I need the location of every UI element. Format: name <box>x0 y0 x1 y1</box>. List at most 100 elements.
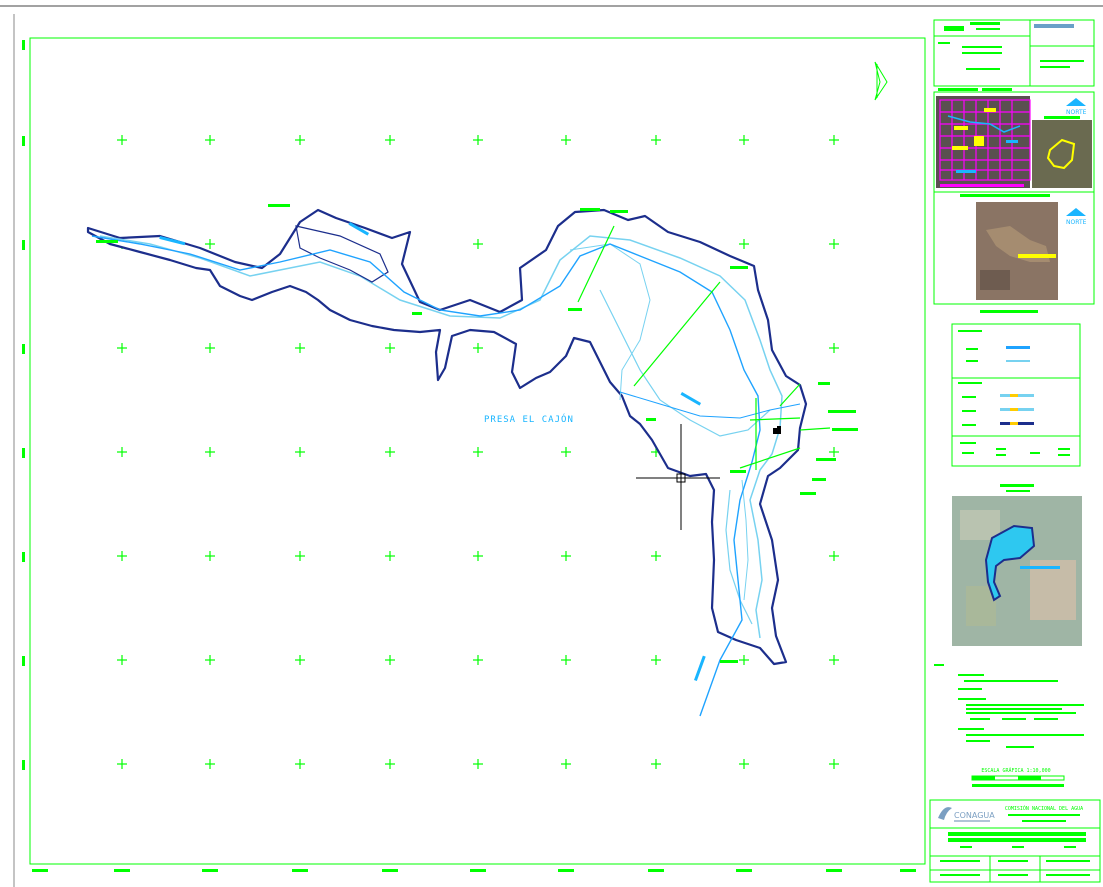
title-block-panel: NORTE NORTE <box>929 19 1101 883</box>
frame-tick <box>736 869 752 872</box>
frame-tick <box>22 136 25 146</box>
grid-cross-icon <box>385 759 395 769</box>
location-photo <box>976 202 1058 300</box>
grid-cross-icon <box>385 135 395 145</box>
grid-cross-icon <box>473 447 483 457</box>
crosshair-cursor[interactable] <box>636 424 720 530</box>
notes-block <box>934 664 1084 748</box>
grid-cross-icon <box>651 135 661 145</box>
grid-cross-icon <box>295 759 305 769</box>
frame-tick <box>202 869 218 872</box>
grid-cross-icon <box>473 239 483 249</box>
grid-cross-icon <box>651 551 661 561</box>
grid-cross-icon <box>829 655 839 665</box>
location-grid-map <box>936 96 1092 188</box>
tributary-channel <box>619 391 801 419</box>
svg-text:NORTE: NORTE <box>1066 219 1087 226</box>
grid-cross-icon <box>117 551 127 561</box>
frame-tick <box>22 344 25 354</box>
grid-cross-icon <box>473 551 483 561</box>
river-name-labels <box>159 221 706 682</box>
frame-tick <box>22 552 25 562</box>
frame-tick <box>22 656 25 666</box>
scale-bar: ESCALA GRÁFICA 1:10,000 <box>971 767 1065 787</box>
grid-cross-icon <box>385 343 395 353</box>
grid-cross-icon <box>739 655 749 665</box>
grid-cross-icon <box>117 759 127 769</box>
frame-tick <box>32 869 48 872</box>
grid-cross-icon <box>205 759 215 769</box>
grid-cross-icon <box>739 135 749 145</box>
org-title: COMISIÓN NACIONAL DEL AGUA <box>1005 805 1083 812</box>
grid-cross-icon <box>561 759 571 769</box>
legend-block <box>951 323 1081 467</box>
reservoir-outline <box>86 208 808 666</box>
frame-tick <box>470 869 486 872</box>
north-arrow-small-icon: NORTE <box>1066 98 1087 116</box>
grid-cross-icon <box>117 447 127 457</box>
frame-tick <box>382 869 398 872</box>
grid-cross-icon <box>117 655 127 665</box>
grid-cross-icon <box>473 135 483 145</box>
bottom-title-block: CONAGUA COMISIÓN NACIONAL DEL AGUA <box>929 799 1101 883</box>
grid-cross-icon <box>739 759 749 769</box>
grid-cross-icon <box>473 759 483 769</box>
frame-tick <box>22 448 25 458</box>
frame-tick <box>22 240 25 250</box>
grid-cross-icon <box>829 551 839 561</box>
grid-cross-icon <box>829 135 839 145</box>
satellite-inset-map <box>952 496 1082 646</box>
grid-cross-icon <box>205 551 215 561</box>
grid-cross-icon <box>117 135 127 145</box>
grid-cross-icon <box>117 343 127 353</box>
grid-cross-icon <box>651 655 661 665</box>
grid-cross-icon <box>829 343 839 353</box>
grid-cross-icon <box>205 239 215 249</box>
frame-tick <box>826 869 842 872</box>
grid-cross-icon <box>739 239 749 249</box>
grid-cross-icon <box>385 655 395 665</box>
frame-tick <box>22 40 25 50</box>
frame-tick <box>558 869 574 872</box>
grid-cross-icon <box>561 447 571 457</box>
grid-cross-icon <box>829 447 839 457</box>
north-arrow-icon <box>874 61 888 101</box>
grid-cross-icon <box>385 551 395 561</box>
grid-cross-icon <box>651 759 661 769</box>
frame-tick <box>648 869 664 872</box>
conagua-logo: CONAGUA <box>938 807 995 822</box>
grid-cross-icon <box>473 655 483 665</box>
cross-section-lines <box>577 225 831 470</box>
grid-cross-icon <box>385 447 395 457</box>
annotation-labels <box>96 204 858 663</box>
grid-cross-icon <box>473 343 483 353</box>
frame-bottom-ticks <box>32 869 916 872</box>
grid-cross-icon <box>295 343 305 353</box>
river-channel <box>91 235 761 717</box>
grid-cross-icon <box>295 447 305 457</box>
reservoir-name-label: PRESA EL CAJÓN <box>484 413 574 425</box>
location-block <box>933 91 1095 305</box>
grid-cross-icon <box>295 135 305 145</box>
svg-text:ESCALA GRÁFICA 1:10,000: ESCALA GRÁFICA 1:10,000 <box>981 767 1050 774</box>
grid-cross-icon <box>205 655 215 665</box>
grid-cross-icon <box>561 551 571 561</box>
map-frame <box>29 37 926 865</box>
grid-cross-icon <box>205 343 215 353</box>
svg-text:CONAGUA: CONAGUA <box>954 811 995 820</box>
frame-left-ticks <box>22 40 25 770</box>
grid-cross-icon <box>561 135 571 145</box>
grid-cross-icon <box>205 447 215 457</box>
frame-tick <box>900 869 916 872</box>
grid-cross-icon <box>295 655 305 665</box>
grid-cross-icon <box>829 759 839 769</box>
grid-cross-icon <box>205 135 215 145</box>
svg-text:NORTE: NORTE <box>1066 109 1087 116</box>
grid-cross-icon <box>561 655 571 665</box>
frame-tick <box>292 869 308 872</box>
grid-cross-icon <box>829 239 839 249</box>
grid-cross-icon <box>295 551 305 561</box>
frame-tick <box>22 760 25 770</box>
frame-tick <box>114 869 130 872</box>
